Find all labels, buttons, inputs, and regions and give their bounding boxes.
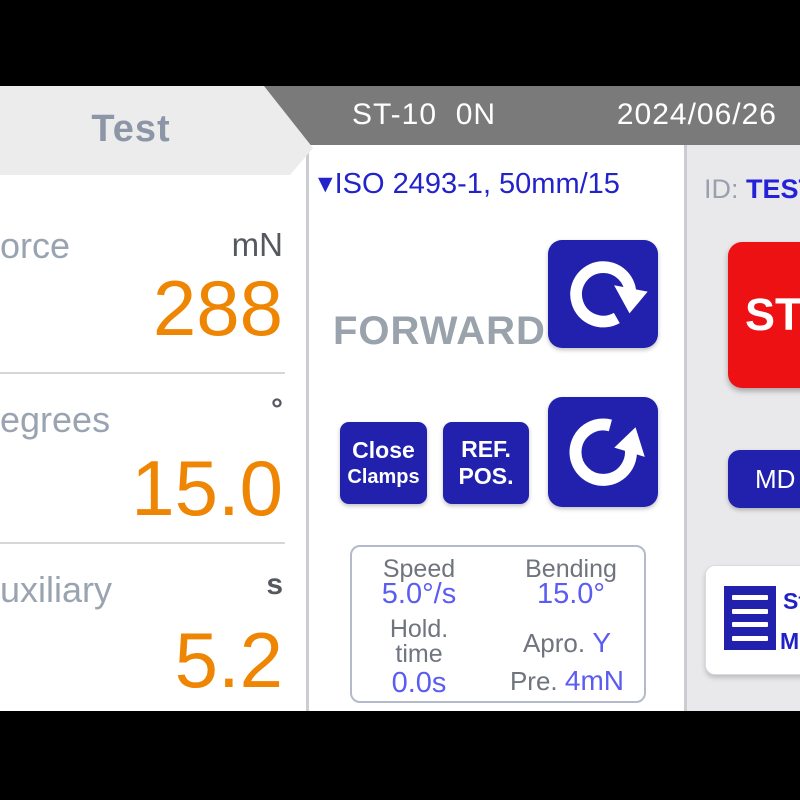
id-value: TEST bbox=[746, 174, 800, 204]
auxiliary-label: uxiliary bbox=[0, 569, 113, 610]
hold-time-label1: Hold. bbox=[389, 615, 449, 643]
degrees-value: 15.0 bbox=[131, 444, 283, 532]
tab-test-label: Test bbox=[91, 108, 171, 150]
divider bbox=[0, 372, 285, 374]
start-button[interactable]: ST bbox=[728, 242, 800, 388]
bending-label: Bending bbox=[525, 555, 617, 583]
apro-label: Apro. bbox=[522, 628, 593, 658]
rotate-backward-button[interactable] bbox=[548, 397, 658, 507]
device-status: ST-10 0N bbox=[352, 98, 497, 131]
direction-label: FORWARD bbox=[333, 309, 546, 353]
degrees-label: egrees bbox=[0, 399, 111, 440]
start-label: ST bbox=[745, 289, 800, 340]
md-label: MD bbox=[755, 464, 796, 494]
hold-time-label2: time bbox=[395, 640, 443, 668]
standard-dropdown[interactable]: ▼ISO 2493-1, 50mm/15 bbox=[318, 168, 620, 201]
speed-value: 5.0°/s bbox=[381, 578, 457, 610]
rotate-clockwise-icon bbox=[570, 260, 648, 328]
divider bbox=[0, 542, 285, 544]
standard-label: ISO 2493-1, 50mm/15 bbox=[334, 168, 620, 200]
ref-pos-button[interactable]: REF. POS. bbox=[443, 422, 529, 504]
ref-pos-line1: REF. bbox=[461, 436, 511, 462]
pre-row: Pre. 4mN bbox=[490, 667, 644, 695]
test-parameters-card[interactable]: Speed 5.0°/s Bending 15.0° Hold. time 0.… bbox=[350, 545, 646, 703]
auxiliary-unit: s bbox=[266, 568, 283, 601]
force-label: orce bbox=[0, 225, 71, 266]
rotate-counterclockwise-icon bbox=[569, 418, 645, 486]
id-label: ID: bbox=[704, 174, 747, 204]
force-unit: mN bbox=[231, 226, 283, 263]
results-card[interactable]: St MI bbox=[705, 565, 800, 675]
tab-test[interactable]: Test bbox=[0, 86, 313, 175]
degrees-unit: ° bbox=[271, 393, 283, 426]
panel-divider bbox=[684, 145, 687, 711]
rotate-forward-button[interactable] bbox=[548, 240, 658, 348]
run-panel: ID: TEST ST MD St MI bbox=[687, 145, 800, 711]
apro-row: Apro. Y bbox=[490, 629, 644, 657]
close-clamps-button[interactable]: Close Clamps bbox=[340, 422, 427, 504]
date: 2024/06/26 bbox=[616, 98, 777, 131]
speed-label: Speed bbox=[382, 555, 456, 583]
auxiliary-value: 5.2 bbox=[174, 616, 283, 704]
pre-label: Pre. bbox=[509, 666, 565, 696]
panel-divider bbox=[306, 145, 309, 711]
close-clamps-line2: Clamps bbox=[347, 466, 420, 488]
close-clamps-line1: Close bbox=[352, 437, 415, 463]
sample-id-row[interactable]: ID: TEST bbox=[704, 174, 800, 205]
chevron-down-icon: ▼ bbox=[318, 173, 333, 195]
ref-pos-line2: POS. bbox=[458, 463, 514, 489]
apro-value: Y bbox=[592, 627, 612, 658]
bending-value: 15.0° bbox=[536, 578, 606, 610]
result-line2: MI bbox=[780, 628, 800, 654]
md-button[interactable]: MD bbox=[728, 450, 800, 508]
control-panel: ▼ISO 2493-1, 50mm/15 FORWARD Close Clamp… bbox=[309, 145, 684, 711]
hold-time-value: 0.0s bbox=[391, 667, 447, 699]
document-list-icon bbox=[724, 586, 776, 650]
pre-value: 4mN bbox=[564, 665, 625, 696]
force-value: 288 bbox=[152, 264, 283, 352]
result-line1: St bbox=[783, 588, 800, 614]
left-panel: orce mN 288 egrees ° 15.0 uxiliary s 5.2 bbox=[0, 145, 306, 711]
